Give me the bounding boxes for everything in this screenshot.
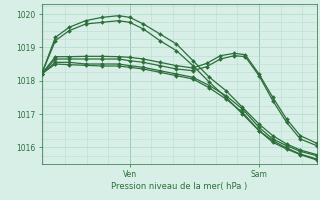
X-axis label: Pression niveau de la mer( hPa ): Pression niveau de la mer( hPa ): [111, 182, 247, 191]
